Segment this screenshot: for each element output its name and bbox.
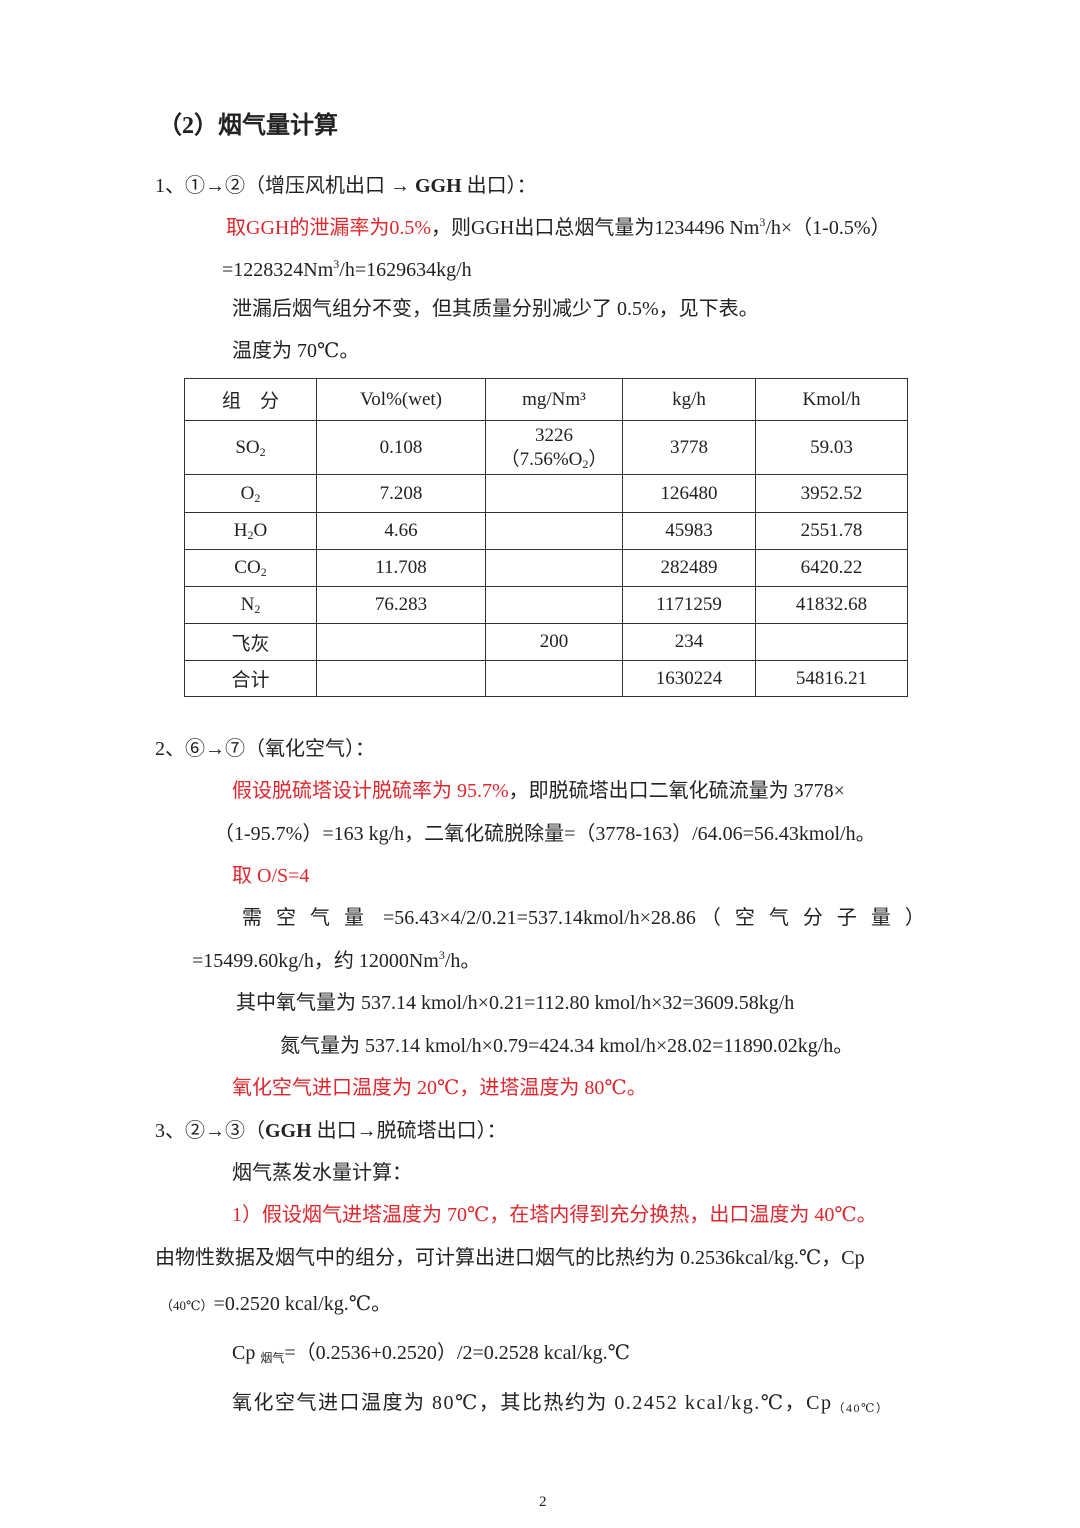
s3-line-6: 氧化空气进口温度为 80℃，其比热约为 0.2452 kcal/kg.℃，Cp（… xyxy=(232,1392,890,1415)
s2-line-2: （1-95.7%）=163 kg/h，二氧化硫脱除量=（3778-163）/64… xyxy=(214,823,876,845)
table-row: 飞灰 200 234 xyxy=(184,623,908,661)
s1-line-2: =1228324Nm3/h=1629634kg/h xyxy=(222,257,472,281)
s1-line-1: 取GGH的泄漏率为0.5%，则GGH出口总烟气量为1234496 Nm3/h×（… xyxy=(226,215,891,239)
header-cell: Vol%(wet) xyxy=(316,378,486,421)
heading-2: 2、⑥→⑦（氧化空气）： xyxy=(155,738,375,760)
s2-line-7: 氮气量为 537.14 kmol/h×0.79=424.34 kmol/h×28… xyxy=(280,1035,854,1057)
heading-3: 3、②→③（GGH 出口→脱硫塔出口）： xyxy=(155,1120,507,1142)
heading-1: 1、①→②（增压风机出口 → GGH 出口）： xyxy=(155,175,537,197)
table-row: CO2 11.708 282489 6420.22 xyxy=(184,549,908,587)
flue-gas-table: 组 分 Vol%(wet) mg/Nm³ kg/h Kmol/h SO2 0.1… xyxy=(184,378,908,697)
table-row-total: 合计 1630224 54816.21 xyxy=(184,660,908,697)
header-cell: mg/Nm³ xyxy=(485,378,623,421)
header-cell: kg/h xyxy=(622,378,756,421)
s3-line-1: 烟气蒸发水量计算： xyxy=(232,1162,412,1184)
s1-line-3: 泄漏后烟气组分不变，但其质量分别减少了 0.5%，见下表。 xyxy=(232,298,759,320)
section-title: （2）烟气量计算 xyxy=(158,113,338,139)
table-row: O2 7.208 126480 3952.52 xyxy=(184,474,908,513)
s2-line-1: 假设脱硫塔设计脱硫率为 95.7%，即脱硫塔出口二氧化硫流量为 3778× xyxy=(232,780,845,802)
table-row: N2 76.283 1171259 41832.68 xyxy=(184,586,908,624)
header-cell: Kmol/h xyxy=(755,378,908,421)
s2-line-4: 需空气量 =56.43×4/2/0.21=537.14kmol/h×28.86 … xyxy=(242,907,939,929)
s2-line-3: 取 O/S=4 xyxy=(232,865,310,887)
s2-line-5: =15499.60kg/h，约 12000Nm3/h。 xyxy=(192,948,481,972)
page-number: 2 xyxy=(539,1494,547,1510)
s3-line-3: 由物性数据及烟气中的组分，可计算出进口烟气的比热约为 0.2536kcal/kg… xyxy=(155,1247,865,1269)
header-cell: 组 分 xyxy=(184,378,317,421)
s2-line-8: 氧化空气进口温度为 20℃，进塔温度为 80℃。 xyxy=(232,1077,647,1099)
s3-line-5: Cp 烟气=（0.2536+0.2520）/2=0.2528 kcal/kg.℃ xyxy=(232,1342,630,1365)
table-header-row: 组 分 Vol%(wet) mg/Nm³ kg/h Kmol/h xyxy=(184,378,908,421)
s3-line-2: 1）假设烟气进塔温度为 70℃，在塔内得到充分换热，出口温度为 40℃。 xyxy=(232,1204,877,1226)
s1-line-4: 温度为 70℃。 xyxy=(232,340,360,362)
table-row: SO2 0.108 3226 （7.56%O2） 3778 59.03 xyxy=(184,420,908,475)
s3-line-4: （40℃）=0.2520 kcal/kg.℃。 xyxy=(160,1293,392,1315)
s2-line-6: 其中氧气量为 537.14 kmol/h×0.21=112.80 kmol/h×… xyxy=(236,992,795,1014)
table-row: H2O 4.66 45983 2551.78 xyxy=(184,512,908,550)
